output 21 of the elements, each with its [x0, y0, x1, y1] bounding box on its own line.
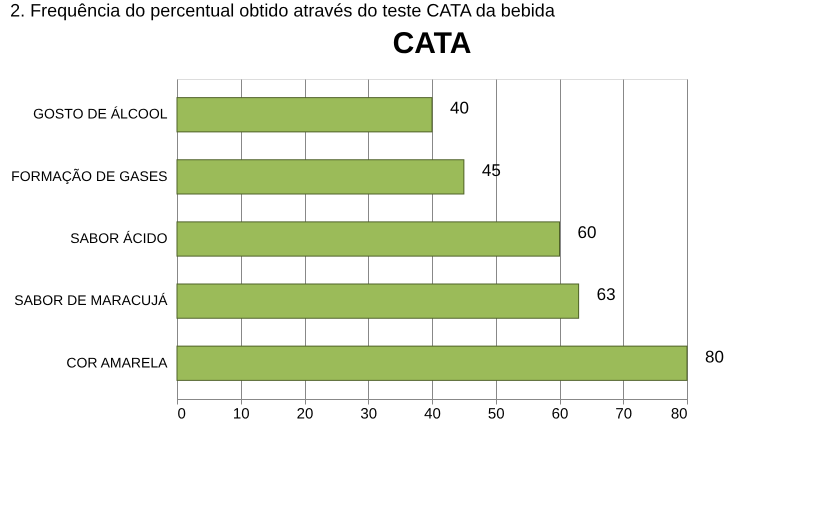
- y-tick-label: FORMAÇÃO DE GASES: [11, 168, 168, 184]
- x-tick-label: 0: [178, 406, 186, 422]
- x-tick-label: 80: [670, 406, 688, 422]
- chart-title: CATA: [392, 27, 472, 60]
- y-tick-label: SABOR DE MARACUJÁ: [14, 292, 168, 308]
- x-tick-label: 60: [552, 406, 568, 422]
- x-tick-label: 70: [615, 406, 632, 422]
- data-label: 63: [596, 285, 616, 304]
- x-tick-label: 30: [360, 406, 378, 422]
- y-tick-label: SABOR ÁCIDO: [70, 230, 168, 246]
- x-tick-label: 40: [424, 406, 441, 422]
- text: 2. Frequência do percentual obtido através do teste CATA da bebida: [10, 0, 556, 20]
- x-tick-label: 20: [296, 406, 314, 422]
- y-tick-label: GOSTO DE ÁLCOOL: [33, 106, 168, 122]
- data-label: 60: [578, 223, 596, 242]
- data-label: 80: [705, 347, 724, 366]
- data-label: 45: [482, 160, 501, 180]
- x-tick-label: 50: [488, 406, 505, 422]
- data-label: 40: [450, 98, 469, 118]
- x-tick-label: 10: [232, 406, 250, 422]
- y-tick-label: COR AMARELA: [66, 354, 168, 370]
